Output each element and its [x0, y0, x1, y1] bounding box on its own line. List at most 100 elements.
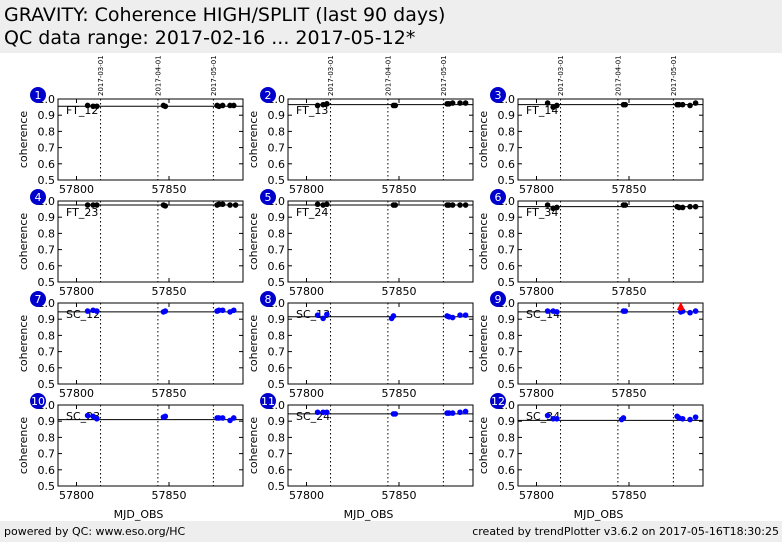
- data-point: [84, 102, 91, 109]
- panel-badge-number: 10: [31, 395, 45, 408]
- data-point: [392, 102, 399, 109]
- data-point: [162, 203, 169, 209]
- y-axis-label: coherence: [247, 315, 260, 373]
- y-axis-label: coherence: [17, 315, 30, 373]
- y-tick-label: 0.8: [268, 431, 286, 444]
- y-tick-label: 0.7: [268, 346, 286, 359]
- data-point: [219, 415, 226, 421]
- y-tick-label: 0.6: [38, 464, 56, 477]
- y-tick-label: 0.9: [498, 313, 516, 326]
- date-marker-label: 2017-03-01: [327, 55, 335, 96]
- data-point: [314, 102, 321, 109]
- panel-badge-number: 1: [35, 89, 42, 102]
- x-tick-label: 57850: [612, 183, 647, 196]
- data-point: [687, 203, 693, 210]
- x-tick-label: 57850: [612, 387, 647, 400]
- y-tick-label: 0.8: [268, 227, 286, 240]
- x-axis-label: MJD_OBS: [114, 508, 164, 521]
- x-tick-label: 57800: [59, 285, 94, 298]
- y-tick-label: 0.7: [38, 142, 56, 155]
- data-point: [544, 308, 551, 314]
- y-tick-label: 0.5: [38, 480, 56, 493]
- data-point: [554, 102, 560, 109]
- data-point: [462, 100, 469, 106]
- x-tick-label: 57850: [612, 489, 647, 502]
- panel-badge: [260, 87, 276, 103]
- panel-badge-number: 12: [491, 395, 505, 408]
- date-marker-label: 2017-05-01: [670, 55, 678, 96]
- panel-badge: [490, 189, 506, 205]
- data-point: [457, 202, 463, 208]
- y-tick-label: 0.8: [268, 125, 286, 138]
- x-tick-label: 57850: [152, 183, 187, 196]
- panel-badge: [490, 393, 506, 409]
- x-tick-label: 57800: [59, 183, 94, 196]
- y-tick-label: 0.9: [268, 313, 286, 326]
- date-marker-label: 2017-03-01: [557, 55, 565, 96]
- data-point: [219, 307, 226, 314]
- x-tick-label: 57850: [382, 183, 417, 196]
- x-tick-label: 57800: [59, 387, 94, 400]
- x-tick-label: 57850: [152, 489, 187, 502]
- data-point: [324, 311, 330, 318]
- outlier-arrow-head: [676, 302, 685, 310]
- y-axis-label: coherence: [477, 213, 490, 271]
- data-point: [622, 101, 629, 108]
- y-tick-label: 0.7: [498, 244, 516, 257]
- y-tick-label: 0.6: [268, 260, 286, 273]
- data-point: [687, 102, 693, 109]
- data-point: [392, 411, 399, 417]
- data-point: [687, 309, 693, 316]
- y-tick-label: 0.7: [498, 448, 516, 461]
- data-point: [162, 103, 169, 110]
- panel-badge-number: 6: [495, 191, 502, 204]
- y-tick-label: 0.5: [38, 276, 56, 289]
- series-label: FT_24: [296, 206, 328, 219]
- y-tick-label: 0.5: [498, 174, 516, 187]
- y-axis-label: coherence: [17, 213, 30, 271]
- series-label: SC_23: [66, 410, 100, 423]
- y-tick-label: 0.9: [38, 313, 56, 326]
- panel-badge: [30, 87, 46, 103]
- panel-badge-number: 4: [35, 191, 42, 204]
- data-point: [622, 202, 629, 208]
- plot-frame: [287, 404, 474, 487]
- y-tick-label: 0.9: [38, 109, 56, 122]
- y-tick-label: 0.7: [268, 244, 286, 257]
- y-tick-label: 0.6: [268, 362, 286, 375]
- y-tick-label: 0.9: [268, 109, 286, 122]
- data-point: [314, 409, 321, 416]
- y-tick-label: 0.7: [498, 142, 516, 155]
- data-point: [162, 308, 169, 314]
- x-tick-label: 57800: [519, 183, 554, 196]
- panel-badge-number: 3: [495, 89, 502, 102]
- panel-badge-number: 2: [265, 89, 272, 102]
- panel-badge: [490, 291, 506, 307]
- page-footer: powered by QC: www.eso.org/HC created by…: [0, 521, 782, 542]
- data-point: [94, 415, 100, 422]
- y-tick-label: 0.6: [498, 464, 516, 477]
- series-label: FT_34: [526, 206, 558, 219]
- y-tick-label: 0.8: [498, 431, 516, 444]
- powered-by-text: powered by QC: www.eso.org/HC: [4, 525, 186, 538]
- data-point: [622, 308, 629, 314]
- plot-frame: [57, 98, 244, 181]
- data-point: [544, 202, 551, 208]
- y-tick-label: 0.5: [498, 378, 516, 391]
- data-point: [84, 202, 91, 208]
- data-point: [449, 100, 456, 106]
- panel-badge-number: 11: [261, 395, 275, 408]
- y-axis-label: coherence: [17, 417, 30, 475]
- x-tick-label: 57850: [152, 285, 187, 298]
- plot-frame: [287, 98, 474, 181]
- plot-frame: [287, 200, 474, 283]
- data-point: [679, 204, 686, 211]
- data-point: [390, 313, 397, 319]
- y-tick-label: 0.7: [38, 346, 56, 359]
- y-axis-label: coherence: [477, 417, 490, 475]
